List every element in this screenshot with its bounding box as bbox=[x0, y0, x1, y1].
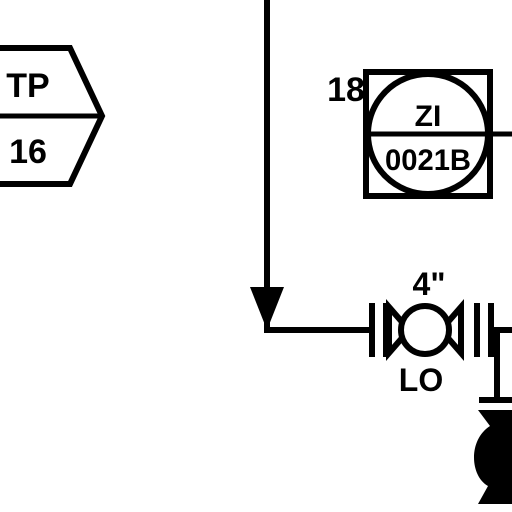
offpage-connector-top-text: TP bbox=[6, 67, 49, 105]
fitting-body bbox=[474, 410, 512, 504]
instrument-tag-number: 0021B bbox=[385, 144, 471, 177]
valve-size-label: 4" bbox=[413, 266, 446, 302]
instrument-ref-number: 18 bbox=[327, 71, 365, 109]
downstream-fitting bbox=[474, 333, 512, 504]
flow-arrow-icon bbox=[250, 287, 284, 330]
valve-ball bbox=[398, 303, 452, 357]
valve-state-label: LO bbox=[399, 362, 443, 398]
offpage-connector-bottom-text: 16 bbox=[9, 133, 47, 171]
ball-valve[interactable]: 4" LO bbox=[369, 266, 512, 398]
instrument-bubble[interactable]: 18 ZI 0021B bbox=[327, 69, 512, 199]
process-line bbox=[250, 0, 372, 333]
instrument-function-code: ZI bbox=[415, 100, 442, 133]
offpage-connector[interactable]: TP 16 bbox=[0, 45, 106, 187]
